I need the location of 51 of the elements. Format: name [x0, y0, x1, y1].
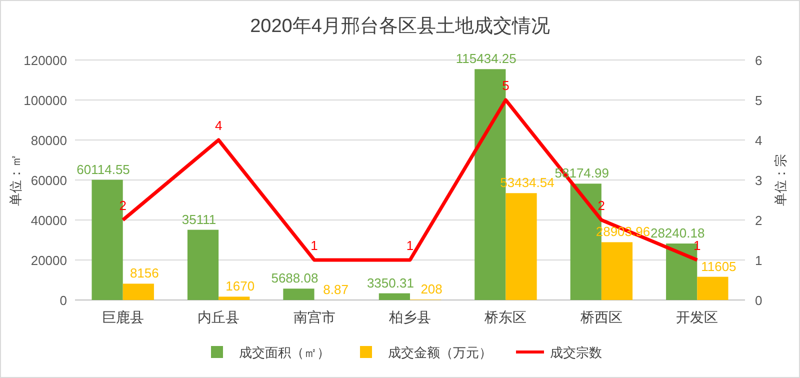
bar — [378, 293, 410, 300]
data-label: 60114.55 — [76, 162, 130, 177]
y2-axis-title: 单位：宗 — [773, 154, 788, 206]
x-tick-label: 南宫市 — [293, 309, 336, 325]
data-label: 5688.08 — [271, 270, 318, 286]
y2-tick-label: 0 — [755, 293, 762, 308]
data-label: 1670 — [226, 278, 255, 294]
legend-label: 成交宗数 — [550, 345, 602, 360]
bar — [122, 284, 154, 300]
y-tick-label: 20000 — [30, 253, 67, 268]
data-label: 11605 — [701, 258, 736, 274]
x-tick-label: 内丘县 — [198, 309, 240, 325]
bar — [187, 230, 219, 300]
data-label: 1 — [406, 238, 414, 253]
x-tick-label: 巨鹿县 — [102, 309, 144, 325]
bar — [506, 193, 537, 300]
data-label: 4 — [214, 118, 222, 133]
y2-tick-label: 4 — [755, 133, 762, 148]
legend-label: 成交金额（万元） — [388, 345, 492, 360]
y-tick-label: 0 — [60, 293, 67, 308]
bar — [218, 296, 250, 300]
x-tick-label: 桥西区 — [579, 309, 622, 325]
data-label: 28240.18 — [650, 226, 705, 241]
bar — [697, 276, 728, 300]
y-tick-label: 60000 — [30, 173, 67, 188]
chart-title: 2020年4月邢台各区县土地成交情况 — [250, 15, 550, 37]
bar — [283, 288, 314, 300]
y-tick-label: 120000 — [24, 53, 67, 68]
data-label: 5 — [502, 78, 510, 93]
y2-tick-label: 3 — [755, 173, 762, 188]
x-tick-label: 柏乡县 — [388, 309, 431, 325]
y-tick-label: 100000 — [24, 93, 67, 108]
legend-label: 成交面积（㎡） — [239, 345, 330, 360]
data-label: 8.87 — [323, 282, 348, 297]
data-label: 8156 — [130, 266, 159, 281]
y2-tick-label: 1 — [755, 253, 762, 268]
data-label: 35111 — [182, 212, 216, 227]
data-label: 3350.31 — [366, 275, 414, 290]
y2-tick-label: 6 — [755, 53, 762, 68]
data-label: 208 — [420, 282, 442, 297]
bar — [601, 242, 633, 300]
y-axis-title: 单位：㎡ — [8, 154, 23, 206]
data-label: 1 — [694, 238, 701, 253]
data-label: 1 — [310, 238, 318, 253]
x-tick-label: 开发区 — [676, 309, 718, 325]
y2-tick-label: 2 — [755, 213, 762, 228]
y-tick-label: 80000 — [30, 133, 67, 148]
y2-tick-label: 5 — [755, 93, 762, 108]
y-tick-label: 40000 — [30, 213, 67, 228]
data-label: 115434.25 — [456, 51, 516, 66]
x-tick-label: 桥东区 — [484, 309, 527, 325]
